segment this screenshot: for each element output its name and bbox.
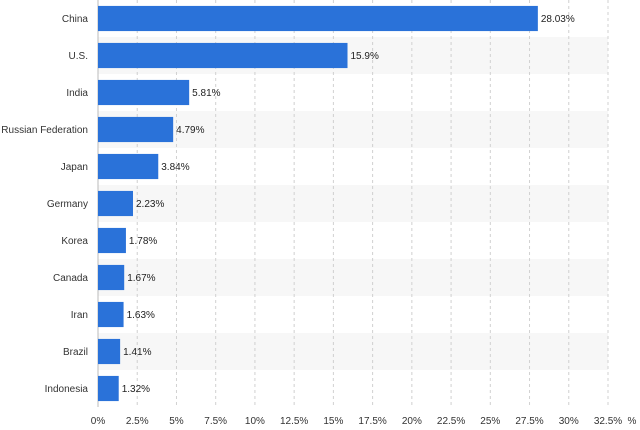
x-tick-label: 15% bbox=[323, 416, 343, 427]
value-label: 1.67% bbox=[127, 273, 155, 284]
category-label: India bbox=[66, 88, 88, 99]
value-label: 15.9% bbox=[351, 51, 379, 62]
x-tick-label: 22.5% bbox=[437, 416, 465, 427]
value-label: 2.23% bbox=[136, 199, 164, 210]
row-stripe bbox=[98, 111, 608, 148]
x-tick-label: 12.5% bbox=[280, 416, 308, 427]
category-label: U.S. bbox=[69, 51, 88, 62]
bar-germany bbox=[98, 190, 133, 217]
bar-india bbox=[98, 79, 190, 106]
bar-russian-federation bbox=[98, 116, 174, 143]
x-tick-label: 5% bbox=[169, 416, 184, 427]
row-stripe bbox=[98, 185, 608, 222]
x-tick-label: 10% bbox=[245, 416, 265, 427]
bar-iran bbox=[98, 301, 124, 328]
value-label: 4.79% bbox=[176, 125, 204, 136]
x-tick-label: 7.5% bbox=[204, 416, 227, 427]
x-tick-label: 32.5% bbox=[594, 416, 622, 427]
x-tick-label: 17.5% bbox=[358, 416, 386, 427]
x-unit-label: % bbox=[628, 416, 637, 427]
bar-korea bbox=[98, 227, 126, 254]
bar-china bbox=[98, 5, 538, 32]
category-label: Russian Federation bbox=[1, 125, 88, 136]
bar-canada bbox=[98, 264, 125, 291]
row-stripe bbox=[98, 333, 608, 370]
value-label: 1.41% bbox=[123, 347, 151, 358]
category-label: Iran bbox=[71, 310, 88, 321]
x-tick-label: 20% bbox=[402, 416, 422, 427]
bar-brazil bbox=[98, 338, 121, 365]
category-label: Korea bbox=[61, 236, 88, 247]
x-tick-label: 30% bbox=[559, 416, 579, 427]
value-label: 1.32% bbox=[122, 384, 150, 395]
value-label: 28.03% bbox=[541, 14, 575, 25]
category-label: Canada bbox=[53, 273, 88, 284]
x-tick-label: 27.5% bbox=[515, 416, 543, 427]
row-stripe bbox=[98, 259, 608, 296]
value-label: 1.78% bbox=[129, 236, 157, 247]
category-label: Japan bbox=[61, 162, 88, 173]
bar-u-s- bbox=[98, 42, 348, 69]
value-label: 5.81% bbox=[192, 88, 220, 99]
x-tick-label: 25% bbox=[480, 416, 500, 427]
x-tick-label: 0% bbox=[91, 416, 106, 427]
x-tick-label: 2.5% bbox=[126, 416, 149, 427]
category-label: Germany bbox=[47, 199, 88, 210]
bar-indonesia bbox=[98, 375, 119, 402]
value-label: 1.63% bbox=[127, 310, 155, 321]
category-label: Indonesia bbox=[45, 384, 89, 395]
value-label: 3.84% bbox=[161, 162, 189, 173]
category-label: Brazil bbox=[63, 347, 88, 358]
bar-japan bbox=[98, 153, 159, 180]
category-label: China bbox=[62, 14, 89, 25]
